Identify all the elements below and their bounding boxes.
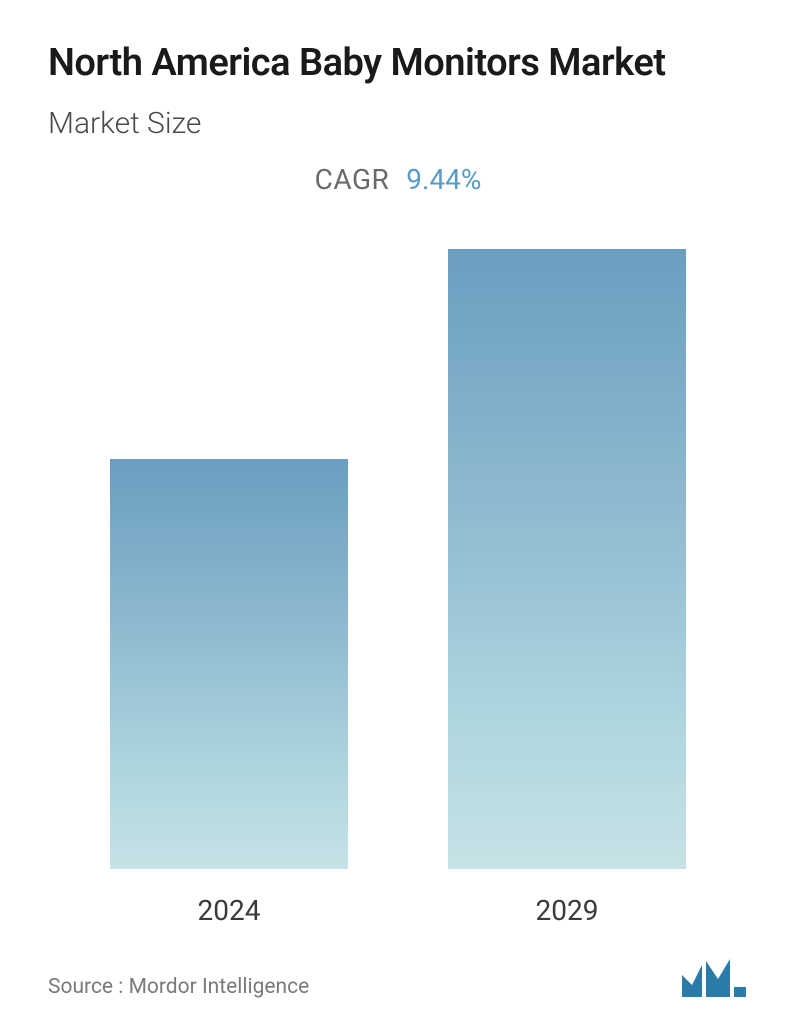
cagr-value: 9.44% <box>406 163 481 196</box>
bar-label-0: 2024 <box>198 894 261 927</box>
cagr-label: CAGR <box>315 163 390 196</box>
bar-group-1: 2029 <box>448 249 686 927</box>
source-text: Source : Mordor Intelligence <box>48 975 309 999</box>
bar-0 <box>110 459 348 869</box>
footer: Source : Mordor Intelligence <box>48 957 748 1004</box>
cagr-row: CAGR 9.44% <box>48 163 748 196</box>
chart-subtitle: Market Size <box>48 106 748 141</box>
bar-1 <box>448 249 686 869</box>
brand-logo <box>680 957 748 999</box>
bar-group-0: 2024 <box>110 459 348 927</box>
bar-label-1: 2029 <box>536 894 599 927</box>
chart-area: 2024 2029 <box>48 236 748 928</box>
chart-title: North America Baby Monitors Market <box>48 40 748 88</box>
